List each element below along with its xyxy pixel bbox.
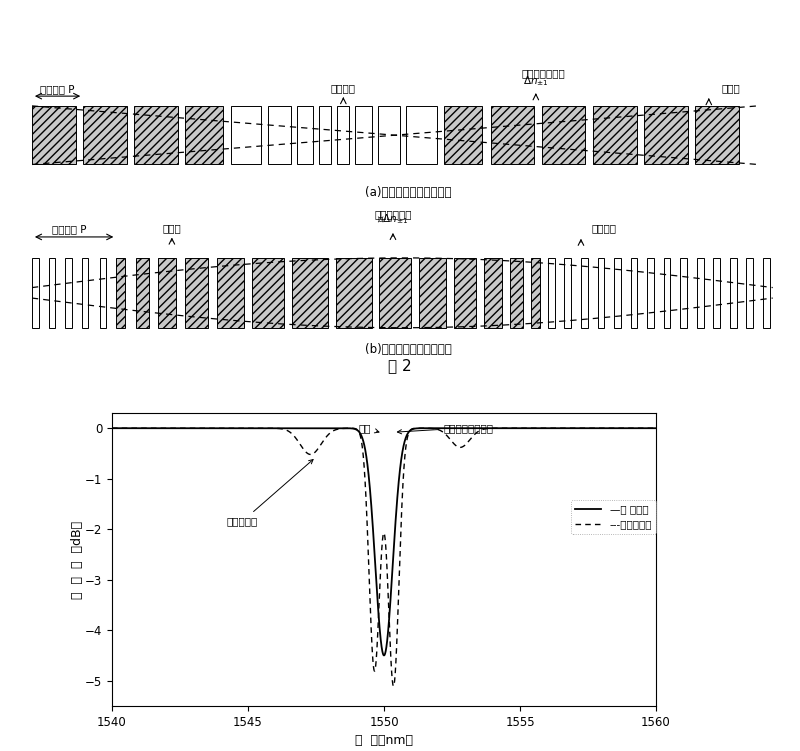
Bar <box>680 258 687 327</box>
Bar <box>614 258 621 327</box>
Bar <box>484 258 502 327</box>
Bar <box>630 258 638 327</box>
Bar <box>730 258 737 327</box>
Bar <box>664 258 670 327</box>
Bar <box>444 106 482 164</box>
Bar <box>268 106 290 164</box>
Bar <box>490 106 534 164</box>
Bar <box>746 258 753 327</box>
Y-axis label: 透  射  率  （dB）: 透 射 率 （dB） <box>70 520 83 599</box>
Text: 图 2: 图 2 <box>388 358 412 373</box>
Bar <box>510 258 523 327</box>
Bar <box>355 106 372 164</box>
Bar <box>292 258 328 327</box>
Bar <box>581 258 588 327</box>
Bar <box>217 258 244 327</box>
Text: (b)第二种改变占空比方式: (b)第二种改变占空比方式 <box>365 343 451 356</box>
Text: 化$\Delta n_{\pm 1}$: 化$\Delta n_{\pm 1}$ <box>378 213 409 227</box>
Text: $\Delta n_{\pm 1}$: $\Delta n_{\pm 1}$ <box>523 74 549 89</box>
Text: 取样周期 P: 取样周期 P <box>52 225 87 234</box>
Bar <box>186 106 223 164</box>
Bar <box>593 106 637 164</box>
Bar <box>378 106 401 164</box>
Bar <box>82 258 89 327</box>
Bar <box>65 258 72 327</box>
Bar <box>83 106 126 164</box>
Legend: —切 趾光栅, ---非切趾光栅: —切 趾光栅, ---非切趾光栅 <box>571 500 656 534</box>
Bar <box>548 258 554 327</box>
Bar <box>695 106 739 164</box>
Bar <box>136 258 150 327</box>
Bar <box>32 106 76 164</box>
Bar <box>297 106 314 164</box>
Text: 两个可能的激射模: 两个可能的激射模 <box>398 423 494 434</box>
Bar <box>644 106 688 164</box>
Bar <box>158 258 176 327</box>
Bar <box>530 258 539 327</box>
Bar <box>763 258 770 327</box>
Text: 等效折射率变: 等效折射率变 <box>374 210 412 219</box>
Bar <box>406 106 437 164</box>
Bar <box>100 258 106 327</box>
Bar <box>49 258 55 327</box>
Bar <box>419 258 446 327</box>
Bar <box>231 106 262 164</box>
Bar <box>714 258 720 327</box>
Bar <box>565 258 571 327</box>
Bar <box>379 258 411 327</box>
Text: (a)第一种改变占空比方式: (a)第一种改变占空比方式 <box>365 186 451 199</box>
Text: 没有光栅: 没有光栅 <box>591 224 616 234</box>
Bar <box>319 106 331 164</box>
Text: 取样周期 P: 取样周期 P <box>40 84 75 94</box>
Text: 没有光栅: 没有光栅 <box>331 83 356 93</box>
Bar <box>697 258 703 327</box>
X-axis label: 波  长（nm）: 波 长（nm） <box>355 734 413 747</box>
Text: 等效折射率变化: 等效折射率变化 <box>522 68 566 79</box>
Bar <box>116 258 126 327</box>
Bar <box>186 258 208 327</box>
Bar <box>454 258 477 327</box>
Bar <box>252 258 284 327</box>
Bar <box>134 106 178 164</box>
Text: 主模: 主模 <box>358 423 379 433</box>
Bar <box>338 106 350 164</box>
Bar <box>598 258 604 327</box>
Text: 有光栅: 有光栅 <box>722 83 741 93</box>
Bar <box>336 258 372 327</box>
Text: 旁瓣被抑制: 旁瓣被抑制 <box>227 460 313 526</box>
Bar <box>542 106 586 164</box>
Text: 有光栅: 有光栅 <box>162 224 182 234</box>
Bar <box>647 258 654 327</box>
Bar <box>32 258 38 327</box>
